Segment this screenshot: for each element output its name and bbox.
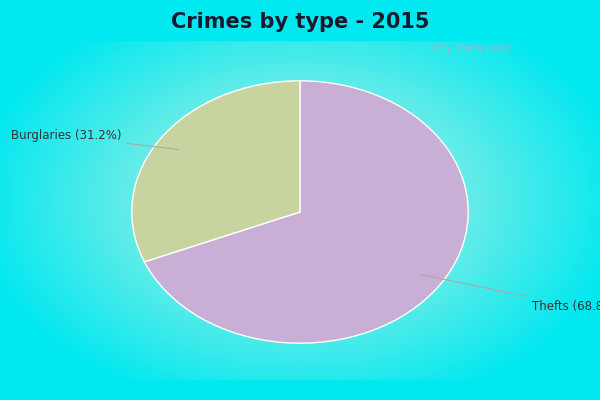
Bar — [0, 0, 600, 40]
Bar — [0, 380, 600, 400]
Text: Burglaries (31.2%): Burglaries (31.2%) — [11, 130, 178, 150]
Text: City-Data.com: City-Data.com — [432, 44, 511, 54]
Text: Thefts (68.8%): Thefts (68.8%) — [421, 275, 600, 313]
Title: Crimes by type - 2015: Crimes by type - 2015 — [171, 12, 429, 32]
Bar — [0, 0, 600, 20]
Wedge shape — [132, 81, 300, 262]
Wedge shape — [145, 81, 468, 343]
